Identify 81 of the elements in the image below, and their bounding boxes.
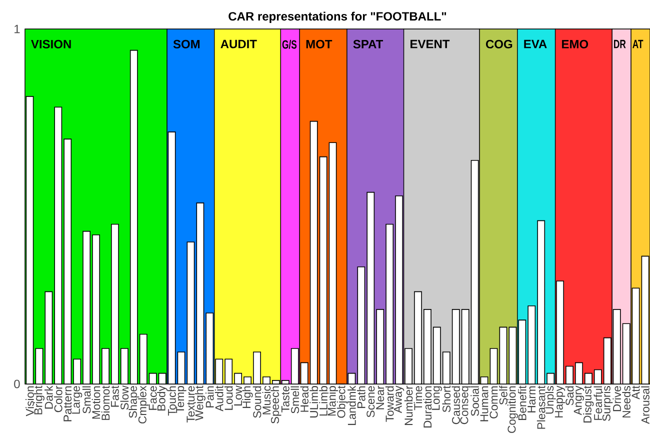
- x-tick-label: Long: [432, 386, 442, 410]
- x-tick-label: Time: [414, 386, 422, 410]
- x-tick-label: Vision: [26, 386, 34, 416]
- band-label: VISION: [31, 40, 71, 48]
- band-label: COG: [486, 40, 512, 48]
- x-tick-label: Cmplex: [138, 386, 149, 424]
- x-tick-label: Sad: [565, 386, 574, 406]
- x-tick-label: Social: [470, 386, 479, 416]
- x-tick-label: Pattern: [64, 386, 72, 422]
- x-tick-label: Low: [234, 386, 242, 406]
- x-tick-label: Head: [300, 386, 309, 412]
- band-label: EVENT: [410, 40, 450, 48]
- x-tick-label: Color: [54, 386, 62, 412]
- x-tick-label: Music: [262, 386, 271, 414]
- x-tick-label: Away: [394, 386, 404, 414]
- x-tick-label: Harm: [528, 386, 536, 412]
- x-tick-label: Pleasant: [536, 386, 546, 429]
- x-tick-label: Loud: [224, 386, 233, 410]
- x-tick-label: Sound: [252, 386, 262, 418]
- band-label: EMO: [562, 40, 588, 48]
- band-label: SPAT: [353, 40, 384, 48]
- x-tick-label: Small: [82, 386, 91, 414]
- x-tick-label: Fearful: [594, 386, 602, 420]
- x-tick-label: Manip: [327, 386, 338, 416]
- x-tick-label: Number: [404, 386, 413, 425]
- x-tick-label: Benefit: [518, 386, 526, 420]
- band-label: EVA: [524, 40, 547, 48]
- x-tick-label: Self: [499, 386, 508, 405]
- x-tick-label: Duration: [423, 386, 432, 428]
- x-tick-label: Speech: [270, 386, 282, 424]
- x-tick-label: Unpls: [545, 386, 556, 414]
- x-tick-label: Temp: [176, 386, 186, 414]
- x-tick-label: Happy: [554, 386, 566, 418]
- x-tick-label: Object: [336, 386, 348, 418]
- x-tick-label: Needs: [622, 386, 630, 418]
- x-tick-label: LLimb: [319, 386, 328, 416]
- x-tick-label: Att: [632, 386, 640, 400]
- x-tick-label: Conseq: [460, 386, 470, 424]
- x-tick-label: Path: [357, 386, 366, 408]
- chart-title: CAR representations for "FOOTBALL": [228, 12, 446, 23]
- x-tick-label: Taste: [281, 386, 290, 412]
- x-tick-label: Scene: [366, 386, 375, 418]
- x-tick-label: Near: [376, 386, 384, 410]
- x-tick-label: Short: [442, 386, 451, 412]
- band-label: DR: [614, 40, 626, 48]
- x-tick-label: Smell: [290, 386, 300, 414]
- x-tick-label: Drive: [612, 386, 622, 412]
- x-tick-label: Caused: [452, 386, 460, 424]
- x-tick-label: Face: [148, 386, 157, 410]
- x-tick-label: Human: [480, 386, 488, 422]
- x-tick-label: Surpris: [602, 386, 613, 421]
- x-tick-label: Landmk: [348, 386, 356, 425]
- x-tick-label: Bright: [34, 386, 44, 414]
- x-tick-label: Motion: [92, 386, 100, 419]
- band-label: G/S: [282, 40, 297, 49]
- x-tick-label: Weight: [194, 386, 206, 421]
- x-tick-label: Biomot: [101, 386, 110, 420]
- x-tick-label: Slow: [120, 386, 129, 410]
- x-tick-label: Pain: [205, 386, 214, 408]
- x-tick-label: Angry: [574, 386, 584, 416]
- x-tick-label: Cognition: [507, 386, 518, 433]
- x-tick-label: ULimb: [310, 386, 318, 418]
- band-label: SOM: [173, 40, 200, 48]
- x-tick-label: Body: [157, 386, 168, 410]
- y-tick-label: 0: [14, 380, 20, 388]
- x-tick-label: Fast: [111, 386, 119, 407]
- band-label: AT: [632, 40, 644, 48]
- x-tick-label: Texture: [186, 386, 195, 422]
- x-tick-label: Comm: [490, 386, 498, 418]
- x-tick-label: Shape: [128, 386, 140, 418]
- y-tick-label: 1: [14, 24, 20, 34]
- x-tick-label: Large: [72, 386, 82, 414]
- x-tick-label: High: [242, 386, 253, 408]
- x-tick-label: Audit: [214, 386, 224, 412]
- x-tick-label: Dark: [44, 386, 53, 409]
- x-tick-label: Touch: [168, 386, 176, 416]
- band-label: MOT: [306, 40, 332, 48]
- x-tick-label: Arousal: [641, 386, 650, 424]
- x-tick-label: Disgust: [583, 386, 594, 422]
- band-label: AUDIT: [220, 40, 257, 48]
- x-tick-label: Toward: [385, 386, 394, 422]
